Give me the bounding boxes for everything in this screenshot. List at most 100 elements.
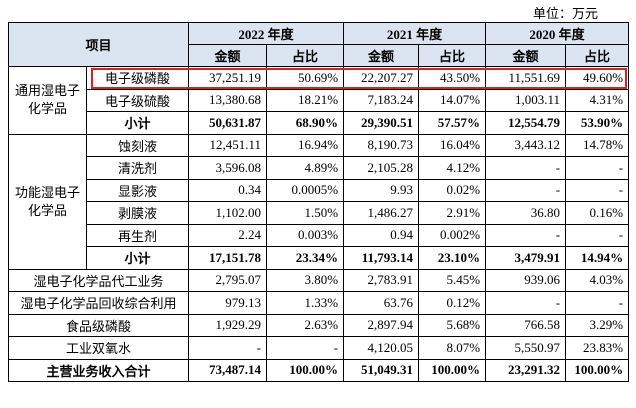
amount-cell: 22,207.27 (343, 66, 420, 90)
share-cell: 5.45% (418, 268, 487, 292)
amount-cell: 11,793.14 (343, 246, 420, 270)
share-cell: 0.12% (418, 291, 487, 315)
share-cell: - (565, 291, 630, 315)
item-label: 工业双氧水 (7, 336, 190, 360)
share-cell: 68.90% (266, 111, 345, 135)
share-cell: 0.003% (266, 223, 345, 247)
share-cell: 100.00% (418, 358, 487, 382)
amount-cell: 2,105.28 (343, 156, 420, 180)
share-cell: 53.90% (565, 111, 630, 135)
amount-header: 金额 (485, 44, 567, 67)
amount-cell: 2.24 (188, 223, 268, 247)
amount-cell: 7,183.24 (343, 88, 420, 112)
amount-cell: 73,487.14 (188, 358, 268, 382)
share-cell: 16.94% (266, 133, 345, 157)
share-cell: 16.04% (418, 133, 487, 157)
amount-cell: 12,451.11 (188, 133, 268, 157)
amount-cell: 3,596.08 (188, 156, 268, 180)
table-row: 工业双氧水 - -4,120.05 8.07% 5,550.97 23.83% (7, 336, 630, 360)
share-cell: - (565, 156, 630, 180)
item-label: 食品级磷酸 (7, 313, 190, 337)
share-cell: 5.68% (418, 313, 487, 337)
item-label: 小计 (85, 246, 190, 270)
share-header: 占比 (565, 44, 630, 67)
amount-cell: 0.94 (343, 223, 420, 247)
amount-cell: 29,390.51 (343, 111, 420, 135)
group-label: 功能湿电子化学品 (8, 133, 87, 270)
year-header: 2021 年度 (343, 22, 487, 45)
amount-cell: 0.34 (188, 178, 268, 202)
amount-cell: 1,102.00 (188, 201, 268, 225)
item-label: 显影液 (85, 178, 190, 202)
amount-cell: - (485, 291, 567, 315)
share-cell: 0.002% (418, 223, 487, 247)
table-row: 电子级硫酸 13,380.68 18.21% 7,183.24 14.07% 1,003.… (9, 88, 630, 112)
amount-cell: 2,783.91 (343, 268, 420, 292)
item-label: 小计 (85, 111, 190, 135)
item-label: 清洗剂 (85, 156, 190, 180)
amount-cell: 23,291.32 (485, 358, 567, 382)
table-row: 湿电子化学品回收综合利用 979.13 1.33% 63.76 0.12% - - (7, 291, 630, 315)
share-cell: 1.50% (266, 201, 345, 225)
amount-cell: 2,795.07 (188, 268, 268, 292)
share-cell: - (565, 223, 630, 247)
share-cell: 23.34% (266, 246, 345, 270)
item-label: 电子级硫酸 (85, 88, 190, 112)
amount-cell: - (485, 178, 567, 202)
amount-cell: - (485, 223, 567, 247)
share-cell: 23.83% (565, 336, 630, 360)
item-label: 蚀刻液 (85, 133, 190, 157)
share-cell: - (565, 178, 630, 202)
table-body: 通用湿电子化学品 电子级磷酸 37,251.19 50.69% 22,207.27 43.… (7, 66, 630, 382)
total-row: 主营业务收入合计 73,487.14 100.00% 51,049.31 100.00%… (7, 358, 630, 382)
share-cell: 3.80% (266, 268, 345, 292)
table-row: 功能湿电子化学品 蚀刻液 12,451.11 16.94% 8,190.73 16.04%… (8, 133, 630, 270)
amount-cell: 1,929.29 (188, 313, 268, 337)
amount-cell: 36.80 (485, 201, 567, 225)
share-cell: 0.0005% (266, 178, 345, 202)
share-header: 占比 (266, 44, 345, 67)
amount-cell: 4,120.05 (343, 336, 420, 360)
item-label: 再生剂 (85, 223, 190, 247)
amount-cell: 979.13 (188, 291, 268, 315)
table-row: 清洗剂 3,596.08 4.89% 2,105.28 4.12% - - (9, 156, 630, 180)
amount-cell: 50,631.87 (188, 111, 268, 135)
table-row: 显影液 0.34 0.0005% 9.93 0.02% - - (9, 178, 630, 202)
item-label: 湿电子化学品回收综合利用 (7, 291, 190, 315)
item-header: 项目 (7, 22, 190, 67)
amount-cell: 9.93 (343, 178, 420, 202)
share-cell: 57.57% (418, 111, 487, 135)
share-cell: 4.89% (266, 156, 345, 180)
amount-cell: 13,380.68 (188, 88, 268, 112)
amount-cell: 2,897.94 (343, 313, 420, 337)
share-cell: 3.29% (565, 313, 630, 337)
amount-cell: 63.76 (343, 291, 420, 315)
year-header: 2022 年度 (188, 22, 345, 45)
table-row: 再生剂 2.24 0.003% 0.94 0.002% - - (9, 223, 630, 247)
share-cell: 2.63% (266, 313, 345, 337)
amount-cell: 1,486.27 (343, 201, 420, 225)
table-row: 湿电子化学品代工业务 2,795.07 3.80% 2,783.91 5.45% 939.… (7, 268, 630, 292)
table-header: 项目 2022 年度 2021 年度 2020 年度 金额 占比 金额 占比 金额 占比 (7, 22, 630, 67)
amount-cell: 17,151.78 (188, 246, 268, 270)
share-cell: 14.78% (565, 133, 630, 157)
revenue-table: 项目 2022 年度 2021 年度 2020 年度 金额 占比 金额 占比 金额 占比 通用湿… (7, 22, 630, 382)
amount-cell: 5,550.97 (485, 336, 567, 360)
amount-cell: 51,049.31 (343, 358, 420, 382)
highlight-box (90, 67, 627, 89)
share-header: 占比 (418, 44, 487, 67)
share-cell: 100.00% (266, 358, 345, 382)
share-cell: 14.94% (565, 246, 630, 270)
item-label: 湿电子化学品代工业务 (7, 268, 190, 292)
share-cell: 0.02% (418, 178, 487, 202)
share-cell: 49.60% (565, 66, 630, 90)
amount-cell: 1,003.11 (485, 88, 567, 112)
share-cell: 23.10% (418, 246, 487, 270)
unit-note: 单位：万元 (532, 6, 598, 21)
amount-cell: 3,479.91 (485, 246, 567, 270)
amount-cell: - (485, 156, 567, 180)
share-cell: 8.07% (418, 336, 487, 360)
amount-header: 金额 (188, 44, 268, 67)
item-label: 剥膜液 (85, 201, 190, 225)
